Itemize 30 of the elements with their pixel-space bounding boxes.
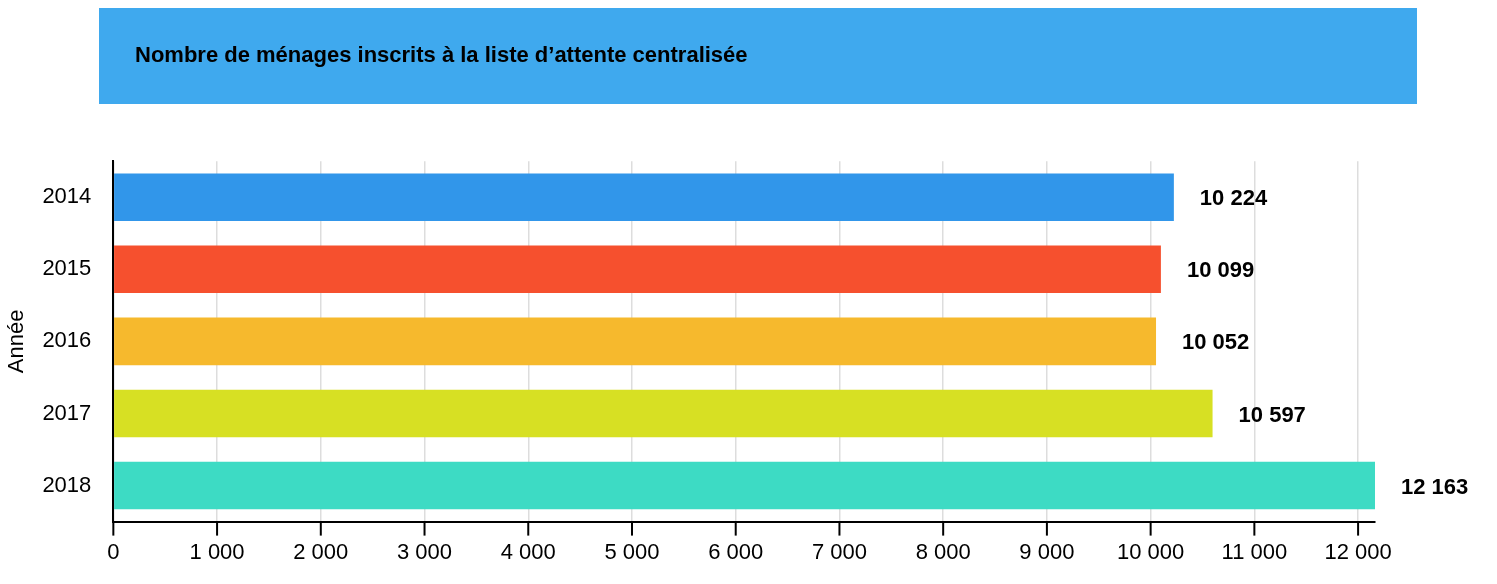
x-tick-label: 11 000 bbox=[1221, 538, 1288, 564]
x-tick-label: 0 bbox=[107, 538, 120, 564]
y-tick-label: 2016 bbox=[42, 327, 92, 353]
data-label: 12 163 bbox=[1401, 473, 1469, 499]
bar bbox=[114, 245, 1161, 294]
y-axis-title: Année bbox=[3, 309, 29, 374]
bar bbox=[114, 173, 1174, 222]
bar bbox=[114, 461, 1375, 510]
data-label: 10 099 bbox=[1186, 257, 1255, 283]
bar bbox=[114, 389, 1213, 438]
x-tick-label: 9 000 bbox=[1019, 538, 1075, 564]
data-label: 10 597 bbox=[1238, 401, 1306, 427]
x-tick-label: 1 000 bbox=[189, 538, 245, 564]
y-tick-label: 2015 bbox=[42, 255, 92, 281]
y-tick-label: 2014 bbox=[42, 183, 92, 209]
x-tick-label: 5 000 bbox=[604, 538, 660, 564]
x-tick-label: 8 000 bbox=[915, 538, 971, 564]
y-tick-label: 2018 bbox=[42, 471, 92, 497]
x-tick-label: 10 000 bbox=[1116, 538, 1185, 564]
x-tick-label: 7 000 bbox=[811, 538, 867, 564]
x-tick-label: 4 000 bbox=[500, 538, 556, 564]
x-tick-label: 6 000 bbox=[708, 538, 764, 564]
y-tick-label: 2017 bbox=[42, 399, 92, 425]
x-tick-label: 12 000 bbox=[1324, 538, 1392, 564]
data-label: 10 052 bbox=[1182, 329, 1250, 355]
chart-title: Nombre de ménages inscrits à la liste d’attente centralisée bbox=[135, 42, 748, 68]
x-tick-label: 2 000 bbox=[293, 538, 349, 564]
bar bbox=[114, 317, 1157, 366]
data-label: 10 224 bbox=[1199, 185, 1268, 211]
x-tick-label: 3 000 bbox=[397, 538, 453, 564]
